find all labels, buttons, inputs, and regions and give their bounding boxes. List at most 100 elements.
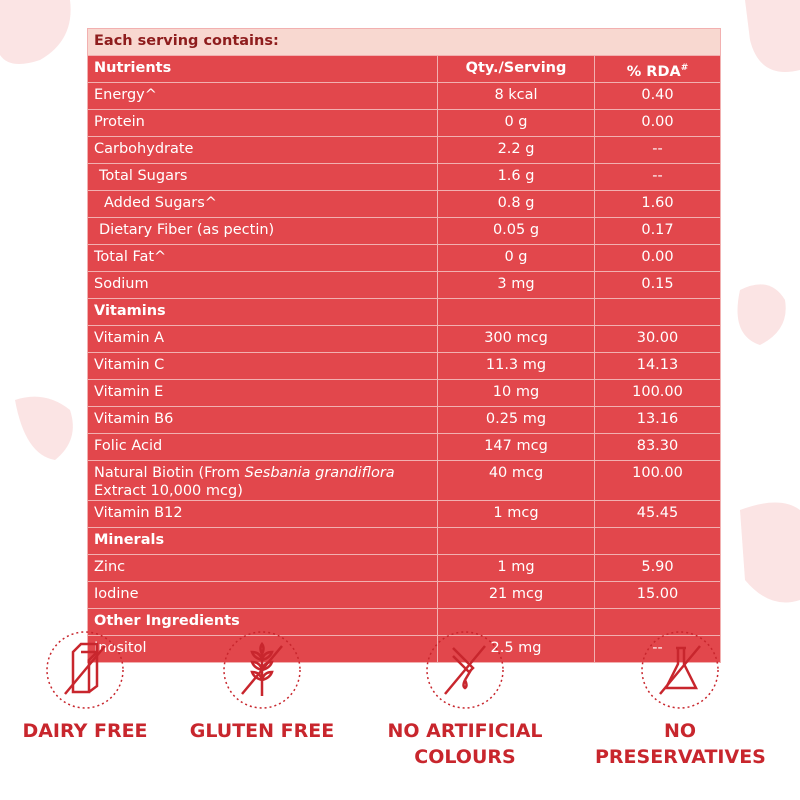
table-row: Total Fat^ 0 g 0.00	[87, 244, 721, 272]
cell: 1.60	[594, 190, 721, 218]
cell: 10 mg	[437, 379, 595, 407]
cell: Vitamin A	[87, 325, 438, 353]
cell: Total Fat^	[87, 244, 438, 272]
cell: Carbohydrate	[87, 136, 438, 164]
cell: --	[594, 136, 721, 164]
cell: Natural Biotin (From Sesbania grandiflor…	[87, 460, 438, 501]
cell: 1 mg	[437, 554, 595, 582]
cell-text: Sesbania grandiflora	[244, 465, 395, 481]
cell: 147 mcg	[437, 433, 595, 461]
table-row: Vitamin B6 0.25 mg 13.16	[87, 406, 721, 434]
table-row: Total Sugars 1.6 g --	[87, 163, 721, 191]
badge-icon	[426, 631, 504, 709]
column-header: Nutrients	[87, 55, 438, 83]
table-row: Minerals	[87, 527, 721, 555]
cell: 8 kcal	[437, 82, 595, 110]
badge: NO PRESERVATIVES	[580, 630, 780, 770]
cell: 0.17	[594, 217, 721, 245]
cell: 40 mcg	[437, 460, 595, 501]
column-header: Qty./Serving	[437, 55, 595, 83]
cell: 45.45	[594, 500, 721, 528]
cell: 0.8 g	[437, 190, 595, 218]
badge-icon	[46, 631, 124, 709]
cell: 13.16	[594, 406, 721, 434]
header-row: Nutrients Qty./Serving % RDA#	[87, 55, 721, 83]
cell: Dietary Fiber (as pectin)	[87, 217, 438, 245]
cell: 300 mcg	[437, 325, 595, 353]
cell: 83.30	[594, 433, 721, 461]
badge-icon	[641, 631, 719, 709]
cell: 0.00	[594, 244, 721, 272]
cell: Sodium	[87, 271, 438, 299]
cell: 0.00	[594, 109, 721, 137]
badge-icon	[223, 631, 301, 709]
cell: Vitamin B6	[87, 406, 438, 434]
table-row: Carbohydrate 2.2 g --	[87, 136, 721, 164]
cell: Iodine	[87, 581, 438, 609]
table-row: Other Ingredients	[87, 608, 721, 636]
badge-label: NO PRESERVATIVES	[595, 720, 766, 768]
cell: 0.40	[594, 82, 721, 110]
empty-cell	[437, 527, 595, 555]
cell: 2.2 g	[437, 136, 595, 164]
cell: 30.00	[594, 325, 721, 353]
cell: 0.25 mg	[437, 406, 595, 434]
table-row: Iodine 21 mcg 15.00	[87, 581, 721, 609]
cell: 0 g	[437, 109, 595, 137]
cell: 15.00	[594, 581, 721, 609]
column-header: % RDA#	[594, 55, 721, 83]
caption: Each serving contains:	[87, 28, 721, 56]
badge-label: DAIRY FREE	[22, 720, 148, 742]
table-row: Vitamin B12 1 mcg 45.45	[87, 500, 721, 528]
section-header: Minerals	[87, 527, 438, 555]
table-row: Vitamin E 10 mg 100.00	[87, 379, 721, 407]
cell: Vitamin C	[87, 352, 438, 380]
cell: Total Sugars	[87, 163, 438, 191]
cell: 100.00	[594, 460, 721, 501]
table-row: Folic Acid 147 mcg 83.30	[87, 433, 721, 461]
cell: 1.6 g	[437, 163, 595, 191]
cell: 21 mcg	[437, 581, 595, 609]
cell-text: Extract 10,000 mcg)	[94, 483, 243, 499]
cell: Folic Acid	[87, 433, 438, 461]
table-row: Natural Biotin (From Sesbania grandiflor…	[87, 460, 721, 501]
cell-text: Natural Biotin (From	[94, 465, 245, 481]
cell: Vitamin E	[87, 379, 438, 407]
table-row: Energy^ 8 kcal 0.40	[87, 82, 721, 110]
cell: Energy^	[87, 82, 438, 110]
cell: 0.15	[594, 271, 721, 299]
section-header: Vitamins	[87, 298, 438, 326]
table-row: Added Sugars^ 0.8 g 1.60	[87, 190, 721, 218]
cell: --	[594, 163, 721, 191]
cell: Zinc	[87, 554, 438, 582]
cell: --	[594, 635, 721, 663]
table-row: Zinc 1 mg 5.90	[87, 554, 721, 582]
cell: 1 mcg	[437, 500, 595, 528]
table-row: Vitamin C 11.3 mg 14.13	[87, 352, 721, 380]
column-header-text: % RDA	[626, 63, 681, 80]
badge: NO ARTIFICIAL COLOURS	[365, 630, 565, 770]
caption-row: Each serving contains:	[87, 28, 721, 56]
cell: 14.13	[594, 352, 721, 380]
empty-cell	[594, 298, 721, 326]
cell: 11.3 mg	[437, 352, 595, 380]
table-body: Each serving contains: Nutrients Qty./Se…	[87, 28, 721, 663]
badge: GLUTEN FREE	[162, 630, 362, 744]
section-header: Other Ingredients	[87, 608, 438, 636]
cell: Vitamin B12	[87, 500, 438, 528]
footnote-mark: #	[680, 63, 689, 73]
empty-cell	[437, 298, 595, 326]
empty-cell	[437, 608, 595, 636]
cell: 3 mg	[437, 271, 595, 299]
cell: 0 g	[437, 244, 595, 272]
table-row: Vitamins	[87, 298, 721, 326]
table-row: Sodium 3 mg 0.15	[87, 271, 721, 299]
cell: Protein	[87, 109, 438, 137]
badge: DAIRY FREE	[0, 630, 185, 744]
table-row: Protein 0 g 0.00	[87, 109, 721, 137]
empty-cell	[594, 527, 721, 555]
cell: 0.05 g	[437, 217, 595, 245]
table-row: Vitamin A 300 mcg 30.00	[87, 325, 721, 353]
